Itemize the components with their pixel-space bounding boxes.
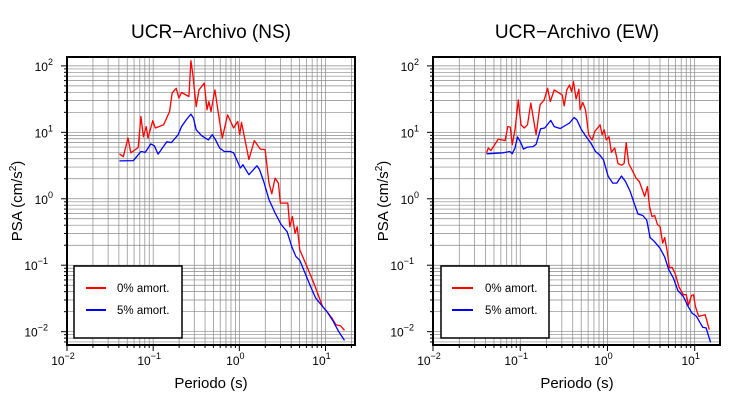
- legend-box: [73, 265, 183, 339]
- y-tick-label: 10−1: [24, 256, 48, 273]
- y-axis-label-sup: 2: [8, 165, 19, 171]
- legend-label-0: 0% amort.: [485, 283, 537, 295]
- chart-ns: UCR−Archivo (NS) Periodo (s) PSA (cm/s2)…: [8, 22, 356, 392]
- series-line-0: [119, 59, 345, 331]
- legend-label-0: 0% amort.: [117, 283, 169, 295]
- x-tick-label-exponent: −1: [518, 351, 528, 361]
- y-axis-label-end: ): [9, 161, 26, 166]
- chart-title: UCR−Archivo (EW): [495, 22, 659, 43]
- legend: 0% amort. 5% amort.: [440, 265, 550, 339]
- y-axis-label-end: ): [375, 161, 392, 166]
- chart-ew: UCR−Archivo (EW) Periodo (s) PSA (cm/s2)…: [374, 22, 721, 392]
- x-tick-label: 10−2: [51, 351, 75, 368]
- y-axis-label-main: PSA (cm/s: [9, 171, 26, 241]
- chart-title: UCR−Archivo (NS): [131, 22, 291, 43]
- y-tick-label-exponent: 0: [414, 190, 419, 200]
- x-tick-label-exponent: 1: [326, 351, 331, 361]
- x-axis-label: Periodo (s): [540, 375, 613, 392]
- y-tick-label: 10−1: [390, 256, 414, 273]
- y-tick-label: 101: [401, 123, 419, 140]
- y-tick-label: 102: [35, 57, 53, 74]
- x-tick-label: 10−1: [137, 351, 161, 368]
- y-tick-label-exponent: −1: [38, 256, 48, 266]
- legend-box: [440, 265, 550, 339]
- y-tick-label-exponent: 1: [48, 123, 53, 133]
- x-tick-label-exponent: 0: [240, 351, 245, 361]
- plot-frame: [432, 56, 721, 346]
- y-tick-label-exponent: −2: [404, 323, 414, 333]
- series-line-1: [119, 113, 346, 341]
- y-tick-label-exponent: 2: [48, 57, 53, 67]
- x-tick-label: 100: [594, 351, 612, 368]
- y-tick-label-exponent: 1: [414, 123, 419, 133]
- x-tick-label: 10−1: [504, 351, 528, 368]
- legend-label-1: 5% amort.: [485, 305, 537, 317]
- y-tick-label-exponent: 2: [414, 57, 419, 67]
- x-tick-label: 10−2: [417, 351, 441, 368]
- x-tick-label: 101: [682, 351, 700, 368]
- y-axis-label-sup: 2: [374, 165, 385, 171]
- x-tick-label-exponent: 0: [608, 351, 613, 361]
- y-axis-label: PSA (cm/s2): [8, 161, 26, 242]
- y-tick-label-exponent: −2: [38, 323, 48, 333]
- x-tick-label: 101: [312, 351, 330, 368]
- series-line-0: [485, 80, 710, 330]
- y-tick-label: 100: [401, 190, 419, 207]
- y-tick-label: 10−2: [390, 323, 414, 340]
- x-axis-label: Periodo (s): [174, 375, 247, 392]
- x-tick-label-exponent: −2: [431, 351, 441, 361]
- x-tick-label-exponent: −1: [151, 351, 161, 361]
- series-line-1: [486, 116, 712, 343]
- y-tick-label-exponent: −1: [404, 256, 414, 266]
- y-tick-label: 100: [35, 190, 53, 207]
- legend-label-1: 5% amort.: [117, 305, 169, 317]
- x-tick-label: 100: [226, 351, 244, 368]
- plot-frame: [66, 56, 356, 346]
- x-tick-label-exponent: 1: [695, 351, 700, 361]
- y-tick-label-exponent: 0: [48, 190, 53, 200]
- y-tick-label: 10−2: [24, 323, 48, 340]
- y-tick-label: 101: [35, 123, 53, 140]
- x-tick-label-exponent: −2: [65, 351, 75, 361]
- y-axis-label: PSA (cm/s2): [374, 161, 392, 242]
- y-axis-label-main: PSA (cm/s: [375, 171, 392, 241]
- legend: 0% amort. 5% amort.: [73, 265, 183, 339]
- y-tick-label: 102: [401, 57, 419, 74]
